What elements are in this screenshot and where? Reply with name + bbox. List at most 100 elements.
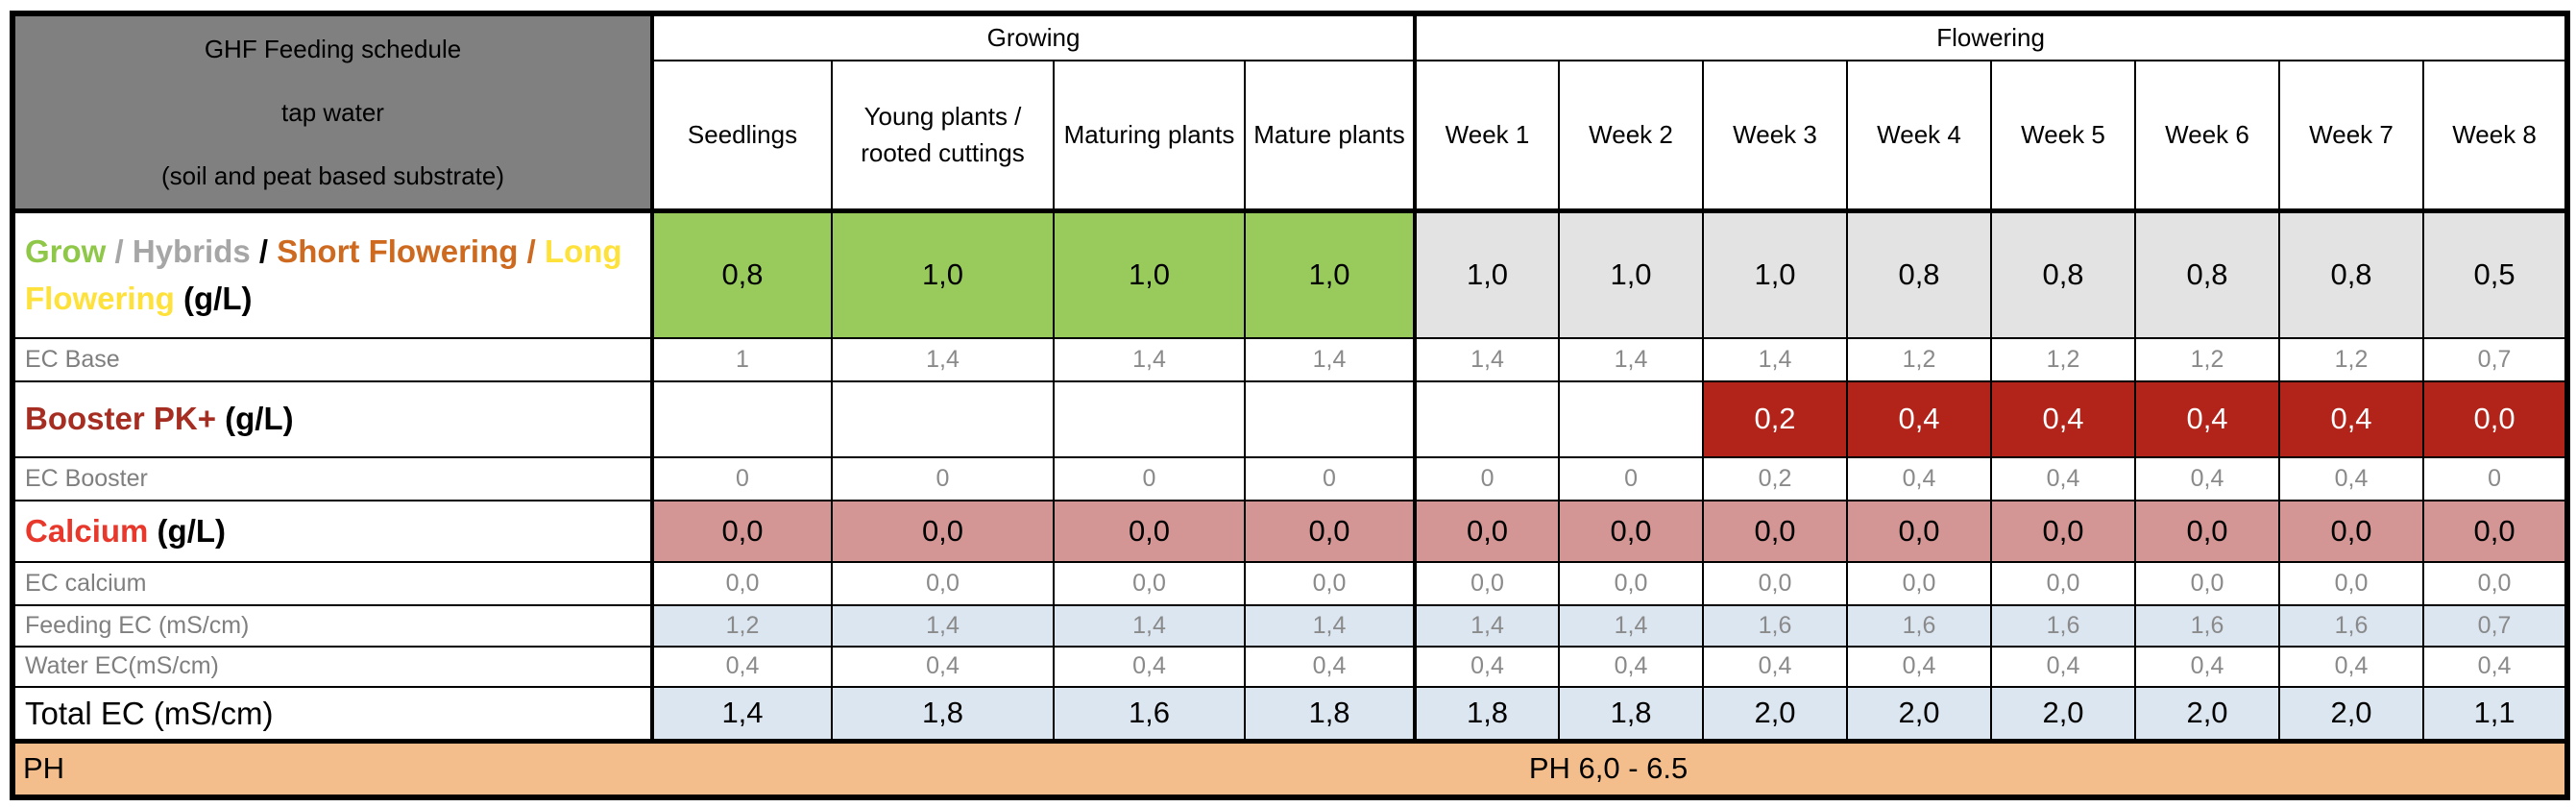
cell-ec-calcium-col-10: 0,0 [2134, 560, 2281, 606]
cell-calcium-col-10: 0,0 [2134, 499, 2281, 563]
row-label-total-ec: Total EC (mS/cm) [12, 685, 654, 743]
row-label-booster-pk: Booster PK+ (g/L) [12, 379, 654, 458]
cell-water-ec-col-1: 0,4 [651, 645, 833, 688]
cell-water-ec-col-11: 0,4 [2278, 645, 2425, 688]
row-label-water-ec: Water EC(mS/cm) [12, 645, 654, 688]
cell-base-feed-col-12: 0,5 [2422, 209, 2569, 339]
cell-ec-booster-col-2: 0 [831, 455, 1055, 501]
cell-water-ec-col-4: 0,4 [1243, 645, 1418, 688]
row-total-ec: Total EC (mS/cm) 1,4 1,8 1,6 1,8 1,8 1,8 2,0 2,0… [12, 685, 2569, 743]
cell-feeding-ec-col-1: 1,2 [651, 603, 833, 648]
cell-base-feed-col-7: 1,0 [1702, 209, 1849, 339]
cell-water-ec-col-6: 0,4 [1558, 645, 1705, 688]
title-line-2: tap water [281, 98, 384, 127]
cell-ec-booster-col-12: 0 [2422, 455, 2569, 501]
cell-calcium-col-6: 0,0 [1558, 499, 1705, 563]
cell-feeding-ec-col-3: 1,4 [1053, 603, 1246, 648]
cell-total-ec-col-3: 1,6 [1053, 685, 1246, 743]
cell-ec-booster-col-9: 0,4 [1990, 455, 2137, 501]
cell-base-feed-col-5: 1,0 [1414, 209, 1561, 339]
cell-ec-booster-col-8: 0,4 [1846, 455, 1993, 501]
cell-ec-booster-col-5: 0 [1414, 455, 1561, 501]
cell-feeding-ec-col-10: 1,6 [2134, 603, 2281, 648]
cell-ec-base-col-5: 1,4 [1414, 336, 1561, 382]
cell-feeding-ec-col-8: 1,6 [1846, 603, 1993, 648]
cell-base-feed-col-2: 1,0 [831, 209, 1055, 339]
cell-ec-booster-col-10: 0,4 [2134, 455, 2281, 501]
column-header-week-1: Week 1 [1414, 60, 1561, 214]
cell-booster-pk-col-10: 0,4 [2134, 379, 2281, 458]
column-header-maturing-plants: Maturing plants [1053, 60, 1246, 214]
cell-water-ec-col-5: 0,4 [1414, 645, 1561, 688]
cell-base-feed-col-11: 0,8 [2278, 209, 2425, 339]
cell-base-feed-col-10: 0,8 [2134, 209, 2281, 339]
cell-booster-pk-col-6 [1558, 379, 1705, 458]
cell-ec-calcium-col-1: 0,0 [651, 560, 833, 606]
cell-calcium-col-2: 0,0 [831, 499, 1055, 563]
cell-booster-pk-col-3 [1053, 379, 1246, 458]
cell-calcium-col-7: 0,0 [1702, 499, 1849, 563]
cell-base-feed-col-1: 0,8 [651, 209, 833, 339]
cell-ec-calcium-col-5: 0,0 [1414, 560, 1561, 606]
cell-ec-base-col-3: 1,4 [1053, 336, 1246, 382]
row-water-ec: Water EC(mS/cm) 0,4 0,4 0,4 0,4 0,4 0,4 0,4 0,4 0… [12, 645, 2569, 688]
cell-ec-base-col-9: 1,2 [1990, 336, 2137, 382]
cell-ec-calcium-col-4: 0,0 [1243, 560, 1418, 606]
cell-ec-base-col-12: 0,7 [2422, 336, 2569, 382]
cell-booster-pk-col-2 [831, 379, 1055, 458]
row-label-calcium: Calcium (g/L) [12, 499, 654, 563]
cell-ec-base-col-10: 1,2 [2134, 336, 2281, 382]
row-ec-base: EC Base 1 1,4 1,4 1,4 1,4 1,4 1,4 1,2 1,2 1,2 1,2 0,… [12, 336, 2569, 382]
row-booster-pk: Booster PK+ (g/L) 0,2 0,4 0,4 0,4 0,4 0,0 [12, 379, 2569, 458]
column-header-mature-plants: Mature plants [1243, 60, 1418, 214]
cell-feeding-ec-col-9: 1,6 [1990, 603, 2137, 648]
cell-water-ec-col-2: 0,4 [831, 645, 1055, 688]
cell-ec-base-col-7: 1,4 [1702, 336, 1849, 382]
cell-base-feed-col-6: 1,0 [1558, 209, 1705, 339]
row-label-ec-booster: EC Booster [12, 455, 654, 501]
cell-base-feed-col-4: 1,0 [1243, 209, 1418, 339]
cell-feeding-ec-col-4: 1,4 [1243, 603, 1418, 648]
cell-total-ec-col-4: 1,8 [1243, 685, 1418, 743]
schedule-title: GHF Feeding schedule tap water (soil and… [12, 12, 654, 213]
cell-feeding-ec-col-5: 1,4 [1414, 603, 1561, 648]
cell-ec-booster-col-4: 0 [1243, 455, 1418, 501]
schedule-body: Grow / Hybrids / Short Flowering / Long … [12, 209, 2569, 743]
cell-ec-calcium-col-11: 0,0 [2278, 560, 2425, 606]
cell-total-ec-col-1: 1,4 [651, 685, 833, 743]
cell-total-ec-col-11: 2,0 [2278, 685, 2425, 743]
cell-ec-base-col-8: 1,2 [1846, 336, 1993, 382]
cell-ec-calcium-col-2: 0,0 [831, 560, 1055, 606]
column-header-seedlings: Seedlings [651, 60, 833, 214]
row-feeding-ec: Feeding EC (mS/cm) 1,2 1,4 1,4 1,4 1,4 1,4 1,6 1… [12, 603, 2569, 648]
cell-booster-pk-col-11: 0,4 [2278, 379, 2425, 458]
cell-calcium-col-9: 0,0 [1990, 499, 2137, 563]
cell-total-ec-col-8: 2,0 [1846, 685, 1993, 743]
ph-row-label: PH [12, 739, 652, 798]
cell-ec-booster-col-6: 0 [1558, 455, 1705, 501]
cell-calcium-col-8: 0,0 [1846, 499, 1993, 563]
row-ec-calcium: EC calcium 0,0 0,0 0,0 0,0 0,0 0,0 0,0 0,0 0,0 0,0… [12, 560, 2569, 606]
cell-booster-pk-col-4 [1243, 379, 1418, 458]
title-line-3: (soil and peat based substrate) [161, 161, 504, 190]
title-line-1: GHF Feeding schedule [204, 35, 462, 63]
cell-booster-pk-col-8: 0,4 [1846, 379, 1993, 458]
column-header-row: Seedlings Young plants / rooted cuttings M… [12, 60, 2569, 214]
cell-feeding-ec-col-11: 1,6 [2278, 603, 2425, 648]
cell-total-ec-col-5: 1,8 [1414, 685, 1561, 743]
cell-ec-booster-col-1: 0 [651, 455, 833, 501]
cell-total-ec-col-7: 2,0 [1702, 685, 1849, 743]
column-header-week-4: Week 4 [1846, 60, 1993, 214]
cell-booster-pk-col-12: 0,0 [2422, 379, 2569, 458]
cell-ec-base-col-1: 1 [651, 336, 833, 382]
cell-feeding-ec-col-6: 1,4 [1558, 603, 1705, 648]
row-base-feed: Grow / Hybrids / Short Flowering / Long … [12, 209, 2569, 339]
cell-ec-calcium-col-7: 0,0 [1702, 560, 1849, 606]
cell-ec-base-col-11: 1,2 [2278, 336, 2425, 382]
column-header-week-3: Week 3 [1702, 60, 1849, 214]
cell-calcium-col-1: 0,0 [651, 499, 833, 563]
cell-base-feed-col-8: 0,8 [1846, 209, 1993, 339]
cell-booster-pk-col-7: 0,2 [1702, 379, 1849, 458]
group-header-flowering: Flowering [1414, 12, 2569, 62]
cell-booster-pk-col-5 [1414, 379, 1561, 458]
